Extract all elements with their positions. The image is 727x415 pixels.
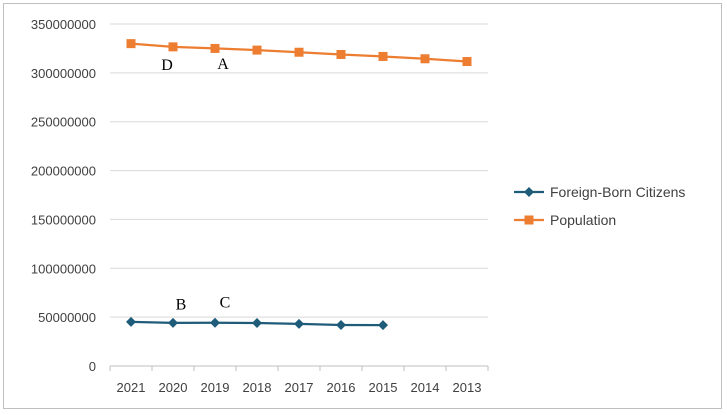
data-point [378, 51, 388, 61]
data-point [252, 45, 262, 55]
data-point [336, 49, 346, 59]
data-point [168, 317, 178, 328]
annotation-label: B [176, 296, 187, 313]
x-tick-label: 2015 [369, 380, 398, 395]
x-tick-label: 2014 [411, 380, 440, 395]
y-tick-label: 250000000 [31, 115, 96, 130]
legend-marker [524, 215, 534, 225]
annotation-label: A [217, 56, 229, 73]
annotation-label: D [161, 57, 173, 74]
x-tick-label: 2021 [117, 380, 146, 395]
legend-label: Foreign-Born Citizens [550, 184, 685, 200]
data-point [168, 42, 178, 52]
y-tick-label: 0 [89, 359, 96, 374]
legend-label: Population [550, 212, 616, 228]
data-point [294, 47, 304, 57]
y-tick-label: 200000000 [31, 164, 96, 179]
y-tick-label: 50000000 [38, 310, 96, 325]
x-tick-label: 2020 [159, 380, 188, 395]
legend-marker [524, 187, 534, 197]
x-tick-label: 2013 [453, 380, 482, 395]
data-point [126, 39, 136, 49]
y-tick-label: 100000000 [31, 261, 96, 276]
data-point [378, 320, 388, 331]
data-point [462, 57, 472, 67]
data-point [294, 318, 304, 329]
x-tick-label: 2017 [285, 380, 314, 395]
y-tick-label: 300000000 [31, 66, 96, 81]
y-tick-label: 350000000 [31, 17, 96, 32]
annotation-label: C [220, 294, 231, 311]
x-tick-label: 2018 [243, 380, 272, 395]
y-tick-label: 150000000 [31, 212, 96, 227]
x-tick-label: 2016 [327, 380, 356, 395]
data-point [420, 54, 430, 64]
data-point [210, 43, 220, 53]
data-point [210, 317, 220, 328]
x-tick-label: 2019 [201, 380, 230, 395]
data-point [336, 319, 346, 330]
data-point [252, 318, 262, 329]
chart-frame [3, 3, 722, 409]
data-point [126, 316, 136, 327]
